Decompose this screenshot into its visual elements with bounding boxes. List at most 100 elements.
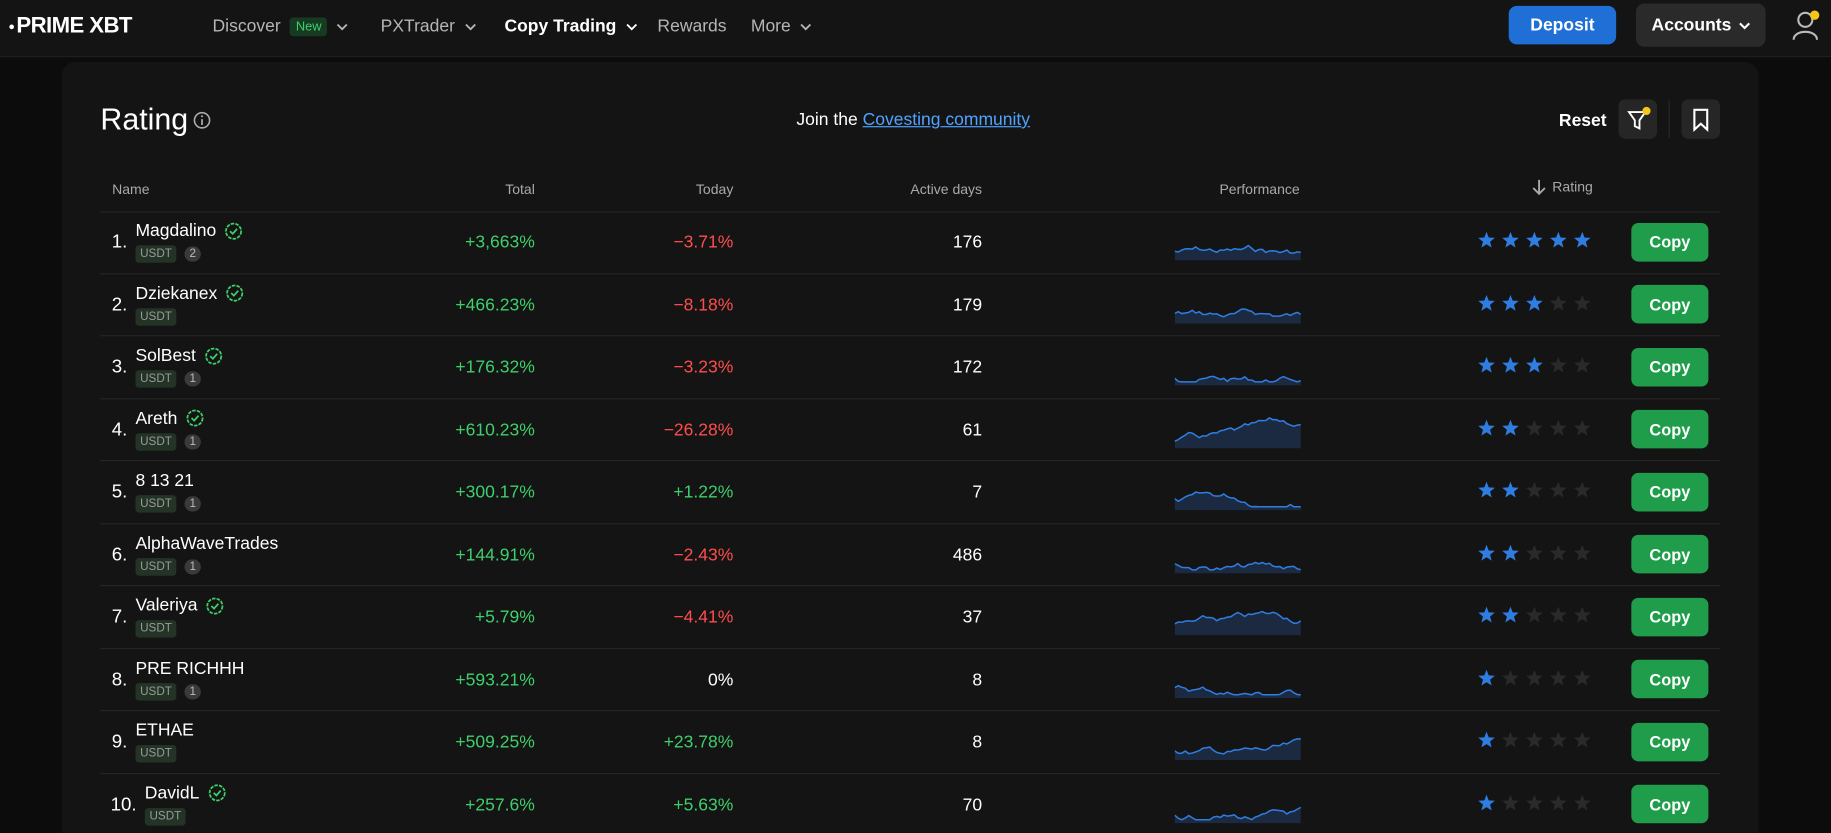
accounts-button[interactable]: Accounts (1635, 3, 1766, 47)
reset-button[interactable]: Reset (1558, 110, 1607, 131)
trader-name[interactable]: SolBest (135, 345, 196, 366)
star (1573, 794, 1591, 810)
trader-name[interactable]: Valeriya (135, 595, 198, 616)
star (1550, 731, 1567, 748)
community-link[interactable]: Covesting community (862, 109, 1031, 130)
column-header[interactable]: Name (112, 181, 149, 197)
name-line: 8 13 21 (135, 471, 193, 491)
trader-name[interactable]: Dziekanex (135, 283, 218, 304)
star (1550, 419, 1567, 436)
sparkline-line (1174, 806, 1301, 820)
logo[interactable]: PRIME XBT (9, 14, 132, 40)
verified-icon (206, 597, 224, 614)
star (1502, 294, 1519, 311)
trader-name[interactable]: DavidL (144, 782, 200, 803)
column-header[interactable]: Rating (1532, 178, 1593, 196)
star (1573, 294, 1591, 311)
logo-dot (9, 24, 15, 30)
star (1573, 669, 1591, 685)
star (1573, 606, 1591, 623)
star (1550, 356, 1567, 373)
copy-button[interactable]: Copy (1631, 722, 1709, 761)
currency-badge: USDT (135, 432, 177, 451)
trader-name[interactable]: Areth (135, 408, 178, 428)
verified-ring (226, 284, 244, 302)
sparkline-area (1174, 685, 1301, 698)
copy-button[interactable]: Copy (1631, 784, 1709, 824)
rank: 5. (111, 482, 128, 503)
star (1550, 794, 1567, 810)
sparkline-area (1174, 561, 1301, 573)
info-icon[interactable] (193, 111, 212, 130)
arrow-path (1532, 179, 1546, 196)
copy-button[interactable]: Copy (1631, 597, 1709, 636)
sparkline-area (1174, 806, 1301, 823)
performance-sparkline (1174, 244, 1301, 261)
active-days: 179 (952, 294, 983, 315)
chevron (800, 23, 812, 30)
nav-item[interactable]: Copy Trading (504, 16, 637, 36)
sparkline-line (1174, 561, 1301, 571)
trader-name[interactable]: 8 13 21 (135, 470, 194, 491)
copy-button[interactable]: Copy (1631, 347, 1709, 386)
name-line: AlphaWaveTrades (135, 533, 278, 553)
row-line (100, 647, 1721, 649)
rank: 7. (111, 607, 128, 628)
total: +5.79% (474, 607, 535, 628)
nav-item[interactable]: More (751, 16, 812, 36)
column-header[interactable]: Performance (1219, 181, 1299, 197)
nav-item[interactable]: PXTrader (381, 16, 476, 36)
star (1502, 481, 1519, 498)
star (1526, 544, 1543, 561)
today: +5.63% (673, 794, 734, 815)
star (1573, 231, 1591, 248)
column-header[interactable]: Total (505, 181, 535, 197)
rating-panel (61, 61, 1759, 833)
column-header[interactable]: Today (696, 181, 733, 197)
star (1573, 481, 1591, 498)
copy-button[interactable]: Copy (1631, 534, 1709, 574)
star (1526, 606, 1543, 623)
currency-badge: USDT (135, 557, 177, 576)
copy-button[interactable]: Copy (1631, 409, 1709, 449)
user-icon[interactable] (1791, 9, 1821, 42)
star (1526, 481, 1543, 498)
header-label: Rating (1552, 178, 1593, 196)
badge-line: USDT 2 (135, 245, 201, 263)
badge-line: USDT 1 (135, 557, 201, 576)
star (1478, 294, 1495, 311)
nav-item[interactable]: Discover New (213, 16, 349, 36)
accounts-label: Accounts (1651, 15, 1732, 36)
nav-item[interactable]: Rewards (657, 16, 726, 36)
name-line: DavidL (145, 783, 226, 803)
star (1502, 669, 1519, 685)
currency-badge: USDT (135, 620, 177, 638)
active-days: 8 (972, 669, 983, 690)
sparkline-line (1174, 610, 1301, 625)
copy-button[interactable]: Copy (1631, 222, 1709, 261)
filter-button[interactable] (1618, 99, 1658, 139)
copy-button[interactable]: Copy (1631, 472, 1709, 511)
trader-name[interactable]: PRE RICHHH (135, 658, 245, 678)
copy-button[interactable]: Copy (1631, 659, 1709, 699)
join-text: Join the (796, 109, 858, 130)
bookmark-button[interactable] (1681, 99, 1721, 139)
copy-button[interactable]: Copy (1631, 284, 1709, 324)
rating-stars (1478, 356, 1591, 373)
name-line: SolBest (135, 345, 222, 366)
badge-line: USDT 1 (135, 682, 201, 701)
rating-stars (1478, 669, 1591, 685)
name-line: Areth (135, 408, 204, 428)
trader-name[interactable]: AlphaWaveTrades (135, 533, 279, 553)
trader-name[interactable]: Magdalino (135, 220, 217, 241)
badge-line: USDT (135, 620, 177, 638)
star (1478, 794, 1495, 810)
rating-stars (1478, 294, 1591, 311)
trader-name[interactable]: ETHAE (135, 720, 194, 741)
star (1526, 294, 1543, 311)
active-days: 70 (962, 794, 983, 815)
deposit-button[interactable]: Deposit (1508, 5, 1617, 45)
verified-icon (204, 347, 222, 365)
column-header[interactable]: Active days (910, 181, 982, 197)
sparkline-line (1174, 375, 1301, 383)
